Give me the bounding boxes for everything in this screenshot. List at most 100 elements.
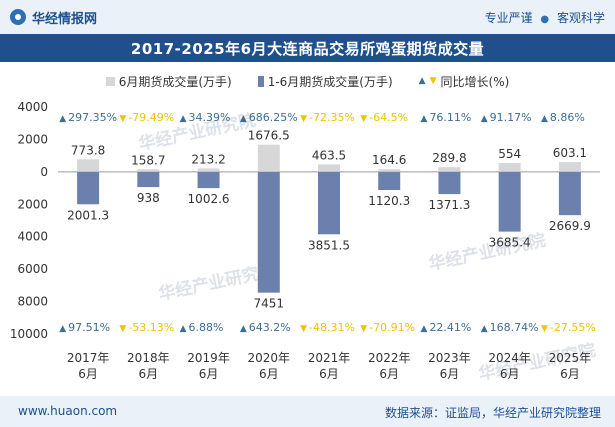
bar-june [558, 162, 581, 172]
label-cumulative-value: 938 [137, 191, 160, 205]
chart-title: 2017-2025年6月大连商品交易所鸡蛋期货成交量 [0, 34, 615, 62]
bar-cumulative [498, 171, 521, 232]
label-june-value: 554 [498, 147, 521, 161]
x-tick-label: 2021年 [308, 351, 351, 365]
y-tick-label: 4000 [17, 230, 48, 244]
growth-up-icon: ▲ [59, 114, 66, 124]
label-growth-june: 686.25% [249, 111, 298, 124]
footer: www.huaon.com 数据来源：证监局，华经产业研究院整理 [0, 396, 615, 427]
triangle-up-icon: ▲ [418, 76, 426, 86]
bar-june [318, 164, 340, 172]
brand[interactable]: 华经情报网 [10, 7, 97, 27]
y-tick-label: 10000 [10, 327, 48, 341]
bar-cumulative [378, 171, 401, 191]
label-june-value: 158.7 [131, 153, 165, 167]
bar-june [137, 169, 160, 172]
growth-up-icon: ▲ [541, 114, 548, 124]
growth-down-icon: ▼ [360, 114, 367, 124]
growth-down-icon: ▼ [541, 324, 548, 334]
bar-june [498, 162, 521, 172]
growth-up-icon: ▲ [180, 114, 187, 124]
legend-cumulative-label: 1-6月期货成交量(万手) [267, 74, 393, 89]
y-tick-label: 8000 [17, 295, 48, 309]
label-cumulative-value: 2001.3 [67, 208, 109, 222]
label-cumulative-value: 2669.9 [549, 219, 591, 233]
x-tick-label: 6月 [560, 367, 580, 381]
x-tick-label: 6月 [440, 367, 460, 381]
label-growth-june: -64.5% [369, 111, 408, 124]
label-june-value: 463.5 [312, 148, 346, 162]
growth-up-icon: ▲ [240, 114, 247, 124]
growth-down-icon: ▼ [119, 324, 126, 334]
x-tick-label: 6月 [78, 367, 98, 381]
legend-growth-label: 同比增长(%) [440, 74, 510, 89]
header-tags: 专业严谨 ● 客观科学 [485, 9, 605, 26]
legend-growth: ▲ ▼ 同比增长(%) [419, 73, 510, 90]
growth-down-icon: ▼ [360, 324, 367, 334]
growth-up-icon: ▲ [240, 324, 247, 334]
label-growth-cumulative: -53.13% [128, 321, 174, 334]
label-growth-cumulative: 22.41% [429, 321, 471, 334]
x-tick-label: 2024年 [488, 351, 531, 365]
bar-june [197, 168, 220, 172]
label-cumulative-value: 7451 [254, 297, 285, 311]
legend-june-swatch [105, 76, 115, 86]
bar-june [438, 167, 461, 172]
x-tick-label: 2025年 [549, 351, 592, 365]
label-growth-cumulative: 97.51% [68, 321, 110, 334]
footer-source: 数据来源：证监局，华经产业研究院整理 [384, 406, 601, 420]
x-tick-label: 6月 [139, 367, 159, 381]
label-cumulative-value: 1371.3 [428, 198, 470, 212]
label-growth-cumulative: -27.55% [550, 321, 596, 334]
bar-cumulative [558, 171, 581, 216]
label-growth-cumulative: -70.91% [369, 321, 415, 334]
label-growth-june: -79.49% [128, 111, 174, 124]
label-growth-cumulative: 643.2% [249, 321, 291, 334]
bar-june [77, 159, 100, 172]
bar-cumulative [438, 171, 461, 195]
y-tick-label: 4000 [17, 100, 48, 114]
top-bar: 华经情报网 专业严谨 ● 客观科学 [0, 0, 615, 34]
legend-cumulative: 1-6月期货成交量(万手) [257, 73, 393, 90]
label-cumulative-value: 3685.4 [489, 236, 531, 250]
y-tick-label: 2000 [17, 132, 48, 146]
legend-cumulative-swatch [257, 75, 264, 87]
growth-up-icon: ▲ [59, 324, 66, 334]
growth-up-icon: ▲ [421, 114, 428, 124]
label-june-value: 1676.5 [248, 129, 290, 143]
bar-cumulative [77, 171, 100, 205]
growth-up-icon: ▲ [481, 324, 488, 334]
label-cumulative-value: 1120.3 [368, 194, 410, 208]
bar-cumulative [137, 171, 160, 188]
brand-name: 华经情报网 [32, 11, 98, 27]
label-growth-june: 34.39% [189, 111, 231, 124]
label-june-value: 289.8 [432, 151, 466, 165]
bar-cumulative [318, 171, 340, 235]
label-june-value: 773.8 [71, 143, 105, 157]
growth-down-icon: ▼ [300, 114, 307, 124]
y-tick-label: 2000 [17, 197, 48, 211]
x-tick-label: 6月 [199, 367, 219, 381]
x-tick-label: 2017年 [67, 351, 110, 365]
growth-down-icon: ▼ [300, 324, 307, 334]
x-tick-label: 6月 [500, 367, 520, 381]
label-growth-june: 91.17% [490, 111, 532, 124]
label-cumulative-value: 1002.6 [188, 192, 230, 206]
bar-cumulative [197, 171, 220, 189]
x-tick-label: 6月 [379, 367, 399, 381]
legend-june-label: 6月期货成交量(万手) [118, 74, 232, 89]
label-growth-june: -72.35% [309, 111, 355, 124]
label-june-value: 213.2 [191, 152, 225, 166]
growth-down-icon: ▼ [119, 114, 126, 124]
label-growth-cumulative: 6.88% [189, 321, 224, 334]
triangle-down-icon: ▼ [429, 76, 437, 86]
footer-url[interactable]: www.huaon.com [18, 404, 118, 418]
tag-objective: 客观科学 [556, 11, 605, 25]
growth-up-icon: ▲ [180, 324, 187, 334]
label-growth-june: 76.11% [429, 111, 471, 124]
bar-june [378, 169, 401, 172]
tag-professional: 专业严谨 [484, 11, 533, 25]
x-tick-label: 6月 [319, 367, 339, 381]
label-growth-cumulative: 168.74% [490, 321, 539, 334]
